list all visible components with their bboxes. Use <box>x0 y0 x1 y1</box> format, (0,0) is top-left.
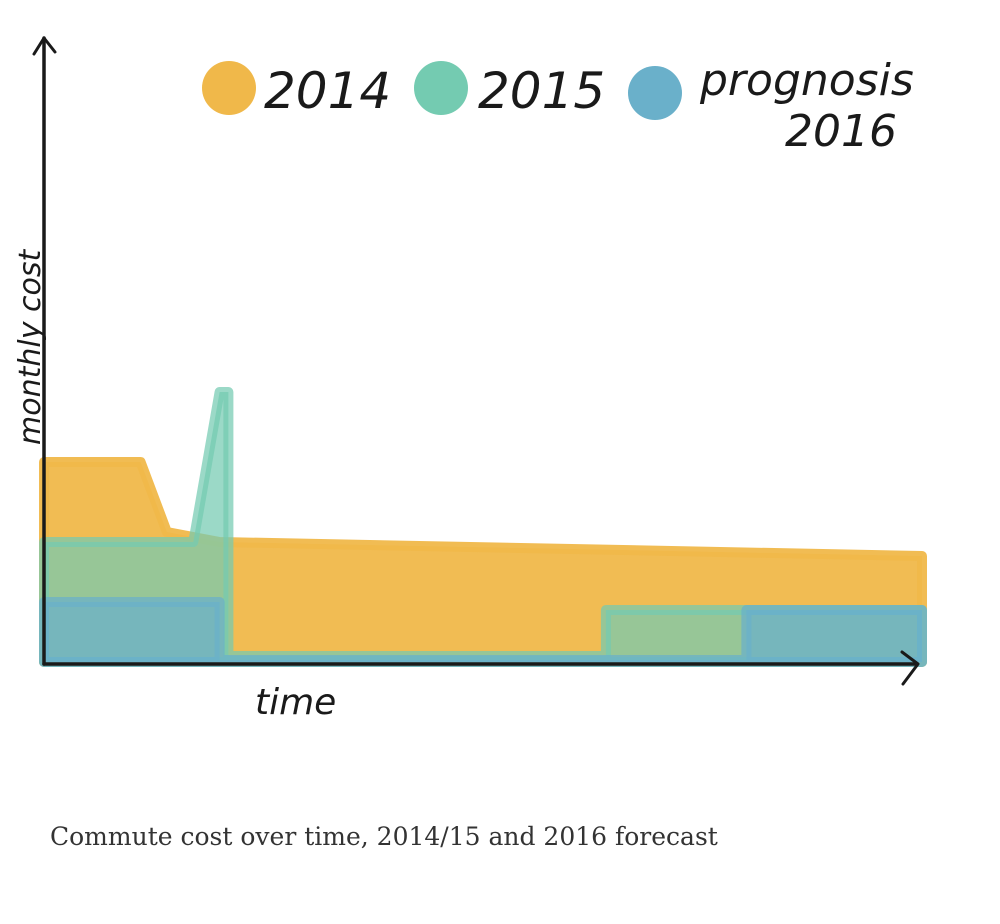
x-axis-label: time <box>255 682 336 723</box>
legend-label-2016-line1: prognosis <box>699 55 914 106</box>
legend: 2014 2015 prognosis 2016 <box>202 55 928 157</box>
y-axis-arrow <box>32 36 57 56</box>
legend-marker-2014 <box>202 61 256 115</box>
chart: monthly cost time 2014 2015 prognosis 20… <box>13 36 928 723</box>
legend-label-2016-line2: 2016 <box>785 106 897 157</box>
legend-marker-2016 <box>628 66 682 120</box>
series-areas <box>39 387 927 667</box>
legend-label-2014: 2014 <box>264 62 391 120</box>
legend-label-2015: 2015 <box>478 62 605 120</box>
y-axis-label: monthly cost <box>13 249 48 445</box>
area-series-prognosis-2016 <box>39 597 927 667</box>
figure-caption: Commute cost over time, 2014/15 and 2016… <box>50 822 718 851</box>
x-axis-arrow <box>900 650 920 686</box>
legend-label-2016: prognosis 2016 <box>699 55 928 157</box>
legend-marker-2015 <box>414 61 468 115</box>
